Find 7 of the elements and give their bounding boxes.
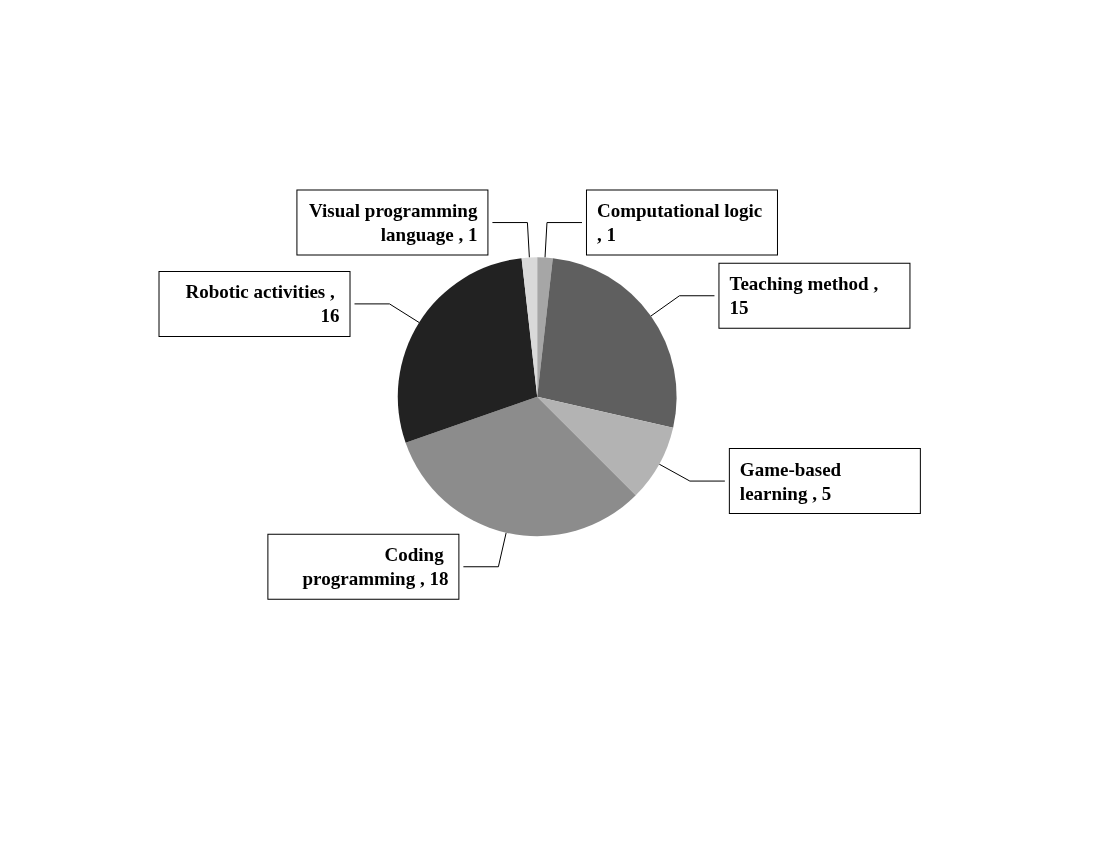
slice-label: Robotic activities , 16 [185, 281, 340, 327]
slice-label: Teaching method , 15 [729, 273, 883, 319]
data-label: , 1 [596, 224, 616, 246]
slice-label: Visual programming language , 1 [309, 200, 478, 246]
slice-label: Coding programming , 18 [302, 544, 449, 590]
slice-label: Game-based learning , 5 [739, 458, 846, 504]
slice-label: Computational logic [596, 200, 767, 222]
